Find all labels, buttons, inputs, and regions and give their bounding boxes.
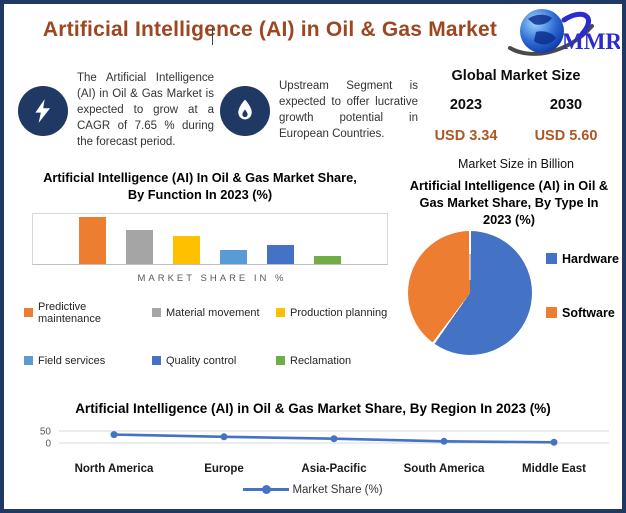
line-x-labels: North America Europe Asia-Pacific South Ame… bbox=[59, 463, 609, 475]
legend-label: Software bbox=[562, 305, 615, 320]
info-row: The Artificial Intelligence (AI) in Oil … bbox=[4, 56, 622, 171]
year-label: 2030 bbox=[549, 97, 583, 113]
x-label: Asia-Pacific bbox=[301, 462, 367, 475]
pie-legend: Hardware Software bbox=[546, 252, 619, 320]
market-size-note: Market Size in Billion bbox=[457, 157, 574, 171]
y-tick-0: 0 bbox=[45, 438, 51, 449]
bar-plot bbox=[32, 212, 388, 265]
highlight-cagr-text: The Artificial Intelligence (AI) in Oil … bbox=[77, 72, 214, 148]
bar-legend-item: Production planning bbox=[276, 301, 396, 325]
bar-legend-item: Material movement bbox=[152, 301, 276, 325]
bar-legend-item: Predictive maintenance bbox=[24, 301, 152, 325]
data-point-2 bbox=[330, 435, 338, 443]
legend-swatch bbox=[24, 356, 33, 366]
bar-legend-item: Field services bbox=[24, 355, 152, 367]
bar-legend-item: Quality control bbox=[152, 355, 276, 367]
legend-swatch bbox=[24, 308, 33, 318]
line-chart-title: Artificial Intelligence (AI) in Oil & Ga… bbox=[75, 401, 551, 416]
x-label: Europe bbox=[204, 462, 244, 475]
lightning-icon bbox=[18, 86, 68, 136]
pie-legend-item: Software bbox=[546, 306, 619, 320]
bar-2 bbox=[173, 235, 200, 264]
legend-label: Quality control bbox=[166, 354, 237, 367]
x-label: South America bbox=[403, 462, 485, 475]
line-chart-svg: 500 bbox=[40, 426, 609, 449]
line-legend: Market Share (%) bbox=[4, 484, 622, 496]
bar-chart-panel: Artificial Intelligence (AI) In Oil & Ga… bbox=[4, 166, 396, 380]
bar-5 bbox=[314, 255, 341, 264]
data-point-3 bbox=[440, 437, 448, 445]
x-label: North America bbox=[74, 462, 154, 475]
data-point-0 bbox=[110, 430, 118, 438]
header: Artificial Intelligence (AI) in Oil & Ga… bbox=[4, 4, 622, 56]
market-size-heading: Global Market Size bbox=[451, 68, 581, 84]
legend-label: Reclamation bbox=[290, 354, 352, 367]
legend-label: Production planning bbox=[290, 306, 388, 319]
data-point-1 bbox=[220, 433, 228, 441]
line-legend-label: Market Share (%) bbox=[292, 483, 383, 496]
line-legend-marker bbox=[243, 485, 290, 495]
bar-0 bbox=[79, 216, 106, 264]
year-label: 2023 bbox=[449, 97, 483, 113]
bar-chart-title: Artificial Intelligence (AI) In Oil & Ga… bbox=[43, 170, 357, 202]
global-market-size-panel: Global Market Size 2023 USD 3.34 2030 US… bbox=[418, 60, 614, 171]
pie-chart bbox=[408, 230, 532, 355]
market-size-col-2023: 2023 USD 3.34 bbox=[423, 97, 509, 144]
market-size-col-2030: 2030 USD 5.60 bbox=[523, 97, 609, 144]
charts-row: Artificial Intelligence (AI) In Oil & Ga… bbox=[4, 166, 622, 380]
highlight-segment: Upstream Segment is expected to offer lu… bbox=[214, 60, 418, 162]
bar-1 bbox=[126, 229, 153, 264]
bar-4 bbox=[267, 244, 294, 264]
mmr-logo: MMR bbox=[508, 9, 620, 56]
page-title: Artificial Intelligence (AI) in Oil & Ga… bbox=[42, 18, 498, 41]
pie-wrap: Hardware Software bbox=[396, 230, 622, 355]
value-2030: USD 5.60 bbox=[534, 128, 598, 144]
text-cursor bbox=[212, 28, 213, 45]
legend-label: Field services bbox=[38, 354, 106, 367]
flame-icon bbox=[220, 86, 270, 136]
logo-text: MMR bbox=[562, 29, 620, 54]
bar-x-axis-label: MARKET SHARE IN % bbox=[137, 272, 287, 284]
bar-legend: Predictive maintenance Material movement P… bbox=[24, 301, 396, 367]
legend-label: Hardware bbox=[562, 251, 619, 266]
line-plot: 50 0 bbox=[4, 422, 622, 463]
legend-swatch bbox=[546, 253, 557, 265]
pie-chart-panel: Artificial Intelligence (AI) in Oil & Ga… bbox=[396, 166, 622, 380]
highlight-cagr: The Artificial Intelligence (AI) in Oil … bbox=[18, 60, 214, 162]
bar-3 bbox=[220, 249, 247, 264]
legend-label: Material movement bbox=[166, 306, 260, 319]
data-point-4 bbox=[550, 438, 558, 446]
logo-curl bbox=[561, 11, 591, 37]
pie-legend-item: Hardware bbox=[546, 252, 619, 266]
pie-chart-title: Artificial Intelligence (AI) in Oil & Ga… bbox=[409, 178, 609, 227]
legend-swatch bbox=[152, 356, 161, 366]
globe-continents bbox=[528, 14, 556, 45]
bar-legend-item: Reclamation bbox=[276, 355, 396, 367]
legend-label: Predictive maintenance bbox=[38, 300, 101, 325]
highlight-segment-text: Upstream Segment is expected to offer lu… bbox=[279, 80, 418, 140]
line-chart-panel: Artificial Intelligence (AI) in Oil & Ga… bbox=[4, 400, 622, 496]
legend-swatch bbox=[546, 307, 557, 319]
legend-swatch bbox=[276, 356, 285, 366]
line-legend-dot bbox=[262, 485, 272, 495]
y-tick-50: 50 bbox=[40, 426, 52, 437]
market-size-grid: 2023 USD 3.34 2030 USD 5.60 bbox=[418, 97, 614, 144]
x-label: Middle East bbox=[522, 462, 586, 475]
legend-swatch bbox=[276, 308, 285, 318]
legend-swatch bbox=[152, 308, 161, 318]
value-2023: USD 3.34 bbox=[434, 128, 498, 144]
